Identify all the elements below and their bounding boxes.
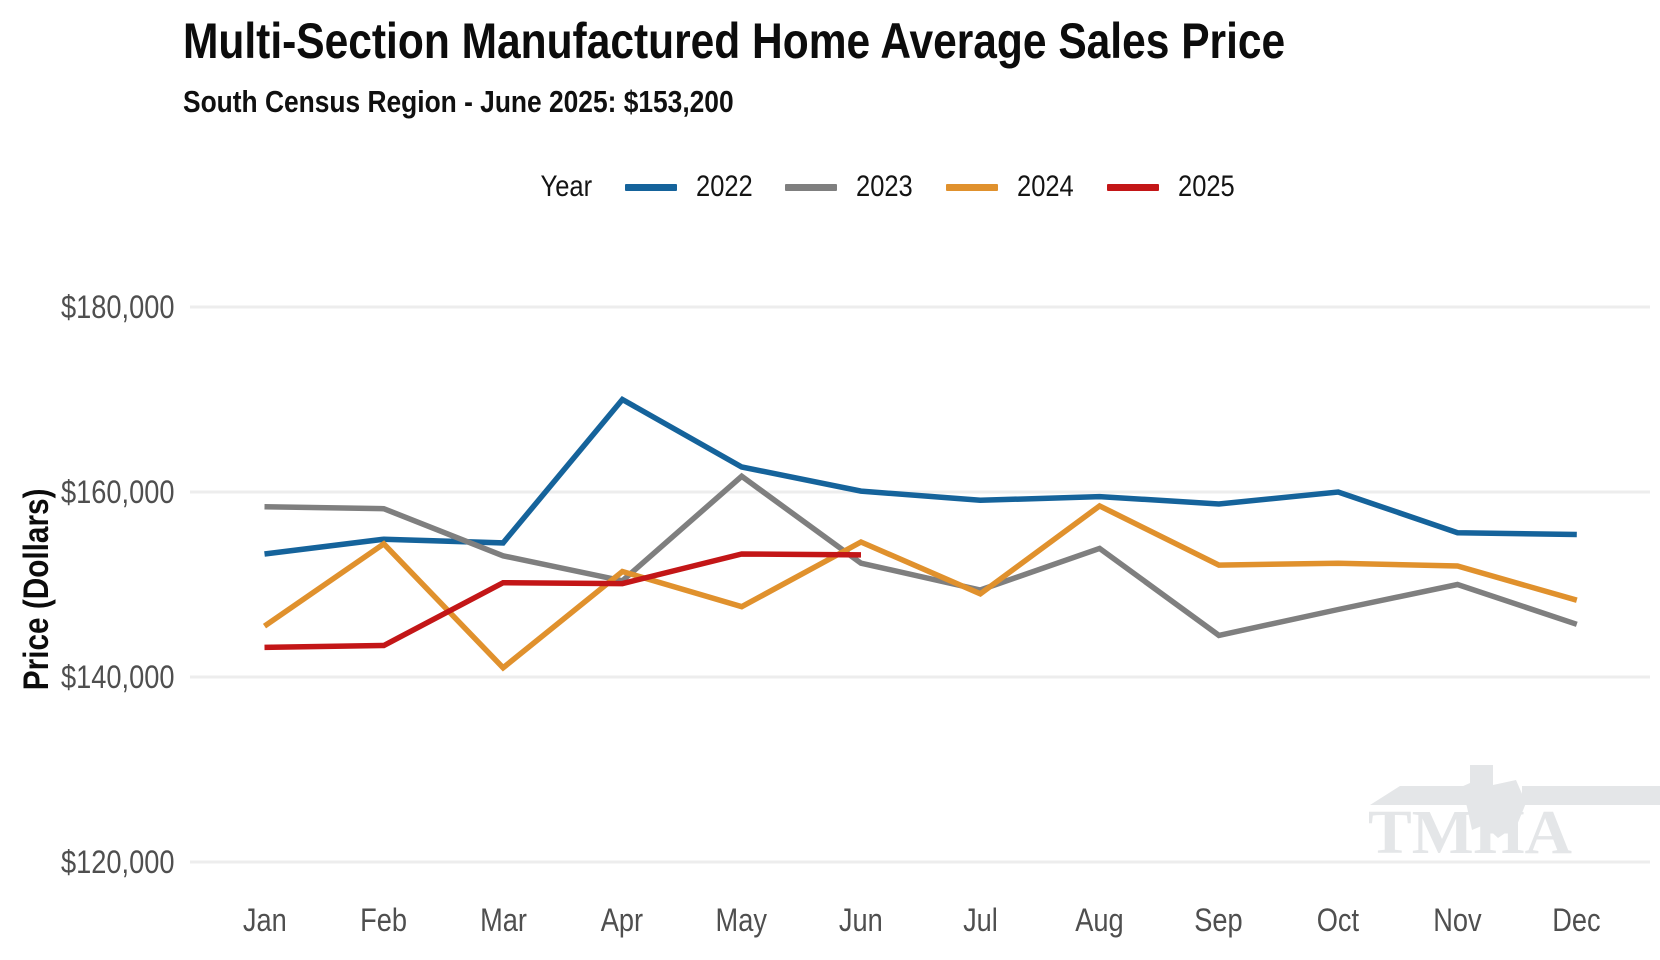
- legend-label-2022: 2022: [695, 170, 753, 203]
- y-tick-$160,000: $160,000: [60, 474, 174, 510]
- x-tick-Mar: Mar: [479, 902, 527, 938]
- x-tick-May: May: [715, 902, 768, 938]
- x-tick-Aug: Aug: [1075, 902, 1124, 938]
- legend-swatch-2024: [946, 183, 999, 191]
- y-tick-$180,000: $180,000: [60, 289, 174, 325]
- chart-title-text: Multi-Section Manufactured Home Average …: [183, 13, 1286, 69]
- watermark-roof-right-icon: [1522, 786, 1660, 805]
- series-line-2025: [264, 551, 862, 651]
- series-line-2024: [262, 502, 1578, 672]
- legend-swatch-2023: [785, 183, 838, 191]
- legend-item-2025: 2025: [1106, 170, 1240, 204]
- chart-subtitle: South Census Region - June 2025: $153,20…: [183, 84, 831, 120]
- x-tick-Apr: Apr: [601, 902, 644, 938]
- gridlines: [190, 305, 1650, 864]
- legend-item-2023: 2023: [785, 170, 918, 204]
- legend-label-2025: 2025: [1177, 170, 1235, 203]
- watermark-text: TMHA: [1368, 799, 1572, 867]
- x-tick-Jul: Jul: [962, 902, 998, 938]
- x-tick-Sep: Sep: [1194, 902, 1244, 938]
- x-tick-Jan: Jan: [242, 902, 287, 938]
- tmha-watermark-logo: TMHA: [1368, 765, 1660, 867]
- legend-title: Year: [540, 170, 593, 203]
- series-lines: [262, 395, 1578, 672]
- x-tick-Nov: Nov: [1433, 902, 1482, 938]
- series-line-2022: [264, 395, 1577, 557]
- legend-item-2024: 2024: [946, 170, 1079, 204]
- x-tick-Jun: Jun: [839, 902, 883, 938]
- legend-item-2022: 2022: [624, 170, 758, 204]
- legend-swatch-2025: [1106, 183, 1159, 191]
- chart-subtitle-text: South Census Region - June 2025: $153,20…: [183, 84, 734, 119]
- y-tick-$140,000: $140,000: [60, 659, 174, 695]
- watermark-roof-left-icon: [1370, 786, 1467, 805]
- x-tick-Feb: Feb: [360, 902, 408, 938]
- y-tick-$120,000: $120,000: [60, 844, 174, 880]
- legend-label-2024: 2024: [1017, 170, 1074, 203]
- series-line-2023: [264, 472, 1578, 639]
- legend-label-2023: 2023: [856, 170, 914, 203]
- legend: Year 2022 2023 2024 2025: [536, 168, 1240, 206]
- chart-title: Multi-Section Manufactured Home Average …: [183, 12, 1480, 70]
- legend-swatch-2022: [624, 183, 677, 191]
- x-tick-Dec: Dec: [1552, 902, 1601, 938]
- watermark-texas-icon: [1461, 765, 1526, 838]
- x-tick-Oct: Oct: [1317, 902, 1360, 938]
